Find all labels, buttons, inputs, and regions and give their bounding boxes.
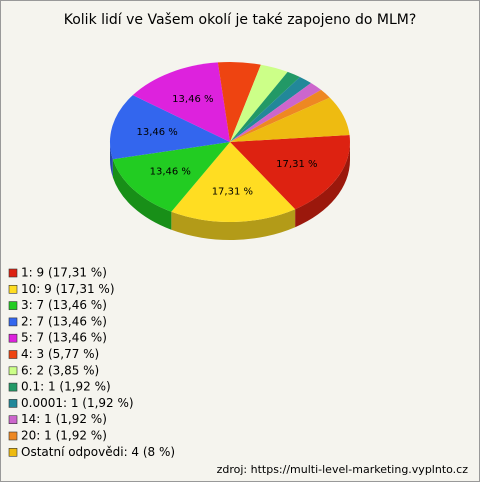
legend-swatch	[8, 431, 18, 441]
slice-label: 17,31 %	[212, 187, 253, 198]
slice-side	[112, 159, 172, 230]
legend-label: 5: 7 (13,46 %)	[21, 331, 107, 345]
slice-label: 13,46 %	[172, 94, 213, 105]
legend-swatch	[8, 268, 18, 278]
legend-label: 4: 3 (5,77 %)	[21, 347, 99, 361]
legend-label: 0.1: 1 (1,92 %)	[21, 380, 111, 394]
slice	[112, 142, 230, 212]
legend-label: 14: 1 (1,92 %)	[21, 412, 107, 426]
legend-swatch	[8, 301, 18, 310]
slice	[230, 76, 312, 142]
legend-label: 6: 2 (3,85 %)	[21, 363, 99, 377]
legend-swatch	[8, 333, 18, 343]
slice	[230, 64, 288, 142]
source: zdroj: https://multi-level-marketing.vyp…	[217, 463, 469, 476]
legend-swatch	[8, 382, 18, 392]
slice	[230, 135, 350, 210]
slice	[230, 71, 300, 142]
slice-side	[171, 209, 296, 240]
slice-side	[110, 142, 113, 178]
legend-swatch	[8, 350, 18, 359]
legend-swatch	[8, 366, 18, 376]
legend-label: Ostatní odpovědi: 4 (8 %)	[21, 445, 175, 459]
legend-label: 1: 9 (17,31 %)	[21, 266, 107, 280]
slice	[230, 89, 330, 142]
legend-label: 20: 1 (1,92 %)	[21, 429, 107, 443]
legend-swatch	[8, 399, 18, 408]
legend-label: 10: 9 (17,31 %)	[21, 282, 115, 296]
legend-swatch	[8, 415, 18, 425]
slice	[230, 83, 322, 142]
slice-label: 13,46 %	[136, 127, 177, 138]
chart-title: Kolik lidí ve Vašem okolí je také zapoje…	[64, 12, 417, 28]
slice	[110, 95, 230, 160]
legend-label: 3: 7 (13,46 %)	[21, 298, 107, 312]
slice	[217, 62, 261, 142]
legend-swatch	[8, 317, 18, 327]
legend-label: 2: 7 (13,46 %)	[21, 314, 107, 328]
slice-side	[295, 142, 350, 228]
slice-label: 17,31 %	[276, 159, 317, 170]
slice	[171, 142, 296, 222]
legend-label: 0.0001: 1 (1,92 %)	[21, 396, 134, 410]
legend-swatch	[8, 447, 18, 457]
slice	[230, 97, 350, 142]
slice-label: 13,46 %	[150, 167, 191, 178]
slice	[132, 62, 230, 142]
legend-swatch	[8, 284, 18, 294]
